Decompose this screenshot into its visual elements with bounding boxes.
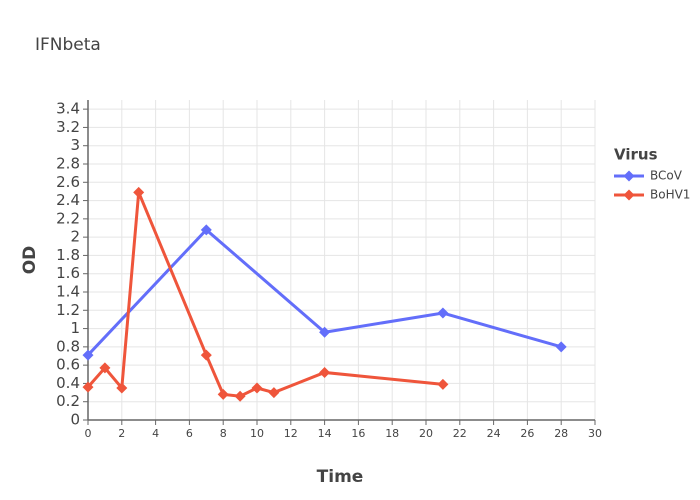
data-point xyxy=(555,341,567,353)
x-tick-label: 8 xyxy=(220,427,227,440)
y-tick-label: 3.2 xyxy=(56,118,80,136)
legend-title: Virus xyxy=(614,146,658,164)
x-tick-label: 12 xyxy=(284,427,298,440)
y-tick-label: 0.4 xyxy=(56,374,80,392)
data-point xyxy=(133,186,145,198)
x-tick-label: 28 xyxy=(554,427,568,440)
x-tick-label: 26 xyxy=(520,427,534,440)
data-point xyxy=(99,362,111,374)
y-tick-label: 2.6 xyxy=(56,173,80,191)
y-tick-label: 0.8 xyxy=(56,337,80,355)
data-point xyxy=(200,224,212,236)
y-axis-title: OD xyxy=(20,246,40,275)
data-point xyxy=(437,378,449,390)
y-tick-label: 2.2 xyxy=(56,209,80,227)
y-tick-label: 1 xyxy=(70,319,80,337)
y-tick-label: 3.4 xyxy=(56,100,80,118)
data-point xyxy=(116,382,128,394)
x-tick-label: 14 xyxy=(318,427,332,440)
legend-label: BCoV xyxy=(650,169,683,183)
y-tick-label: 0.6 xyxy=(56,356,80,374)
y-tick-label: 1.6 xyxy=(56,264,80,282)
y-tick-label: 1.2 xyxy=(56,301,80,319)
legend-label: BoHV1 xyxy=(650,188,690,202)
legend-marker xyxy=(623,189,635,201)
x-tick-label: 4 xyxy=(152,427,159,440)
data-point xyxy=(437,307,449,319)
data-point xyxy=(82,349,94,361)
data-point xyxy=(319,326,331,338)
data-point xyxy=(82,381,94,393)
y-tick-label: 0 xyxy=(70,411,80,429)
y-tick-label: 1.8 xyxy=(56,246,80,264)
y-tick-label: 1.4 xyxy=(56,283,80,301)
data-point xyxy=(200,349,212,361)
x-tick-label: 18 xyxy=(385,427,399,440)
x-tick-label: 6 xyxy=(186,427,193,440)
y-tick-label: 2.8 xyxy=(56,155,80,173)
y-tick-label: 3 xyxy=(70,136,80,154)
x-tick-label: 24 xyxy=(487,427,501,440)
y-tick-label: 0.2 xyxy=(56,392,80,410)
data-point xyxy=(234,390,246,402)
x-tick-label: 0 xyxy=(85,427,92,440)
x-tick-label: 22 xyxy=(453,427,467,440)
data-point xyxy=(319,366,331,378)
y-tick-label: 2.4 xyxy=(56,191,80,209)
x-tick-label: 2 xyxy=(118,427,125,440)
series-line xyxy=(86,191,444,398)
data-point xyxy=(268,387,280,399)
x-tick-label: 10 xyxy=(250,427,264,440)
x-tick-label: 30 xyxy=(588,427,602,440)
chart-title: IFNbeta xyxy=(35,35,101,55)
x-tick-label: 16 xyxy=(351,427,365,440)
data-point xyxy=(217,388,229,400)
data-point xyxy=(251,382,263,394)
x-tick-label: 20 xyxy=(419,427,433,440)
y-tick-label: 2 xyxy=(70,228,80,246)
x-axis-title: Time xyxy=(317,467,364,487)
legend-marker xyxy=(623,170,635,182)
